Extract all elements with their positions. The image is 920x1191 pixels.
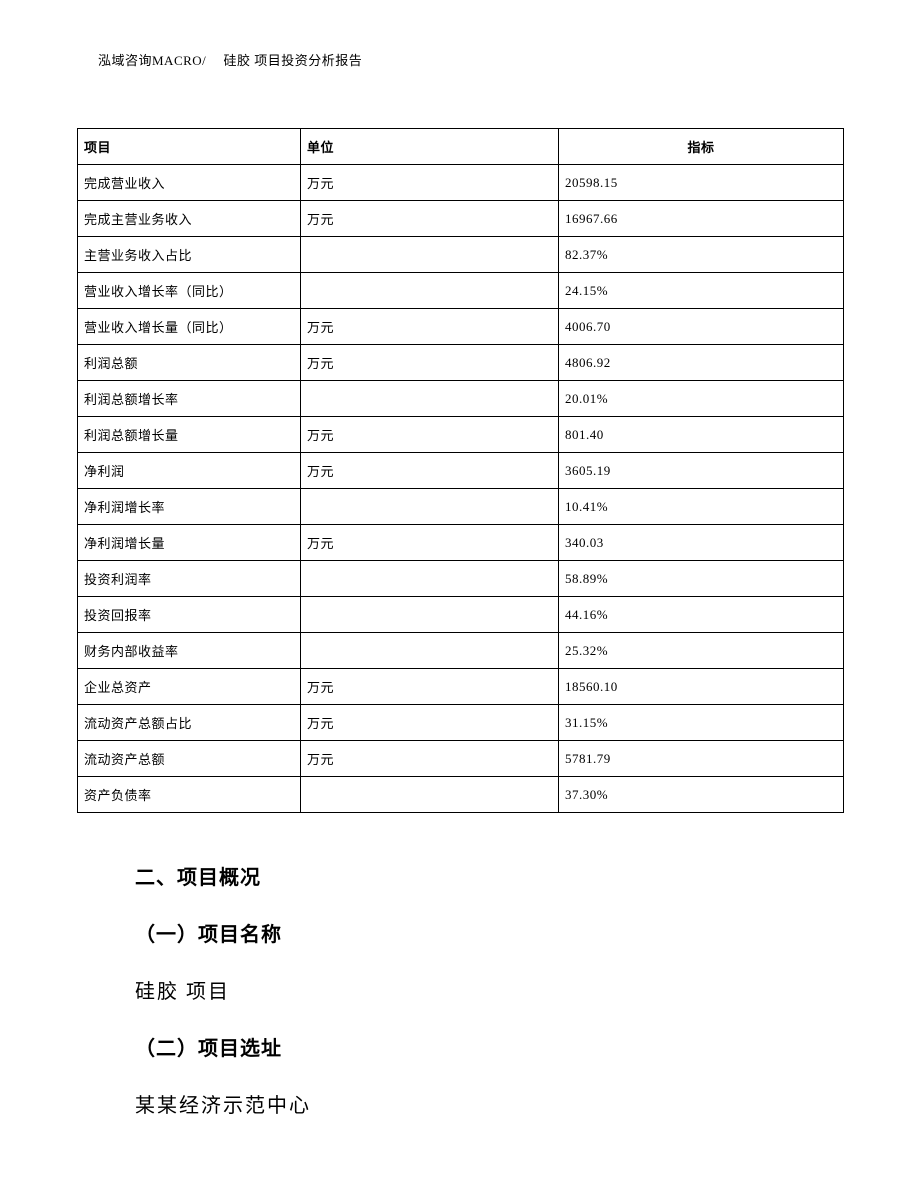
table-row: 净利润增长率 10.41% [78, 489, 844, 525]
cell-name: 资产负债率 [78, 777, 301, 813]
cell-value: 801.40 [559, 417, 844, 453]
cell-unit [301, 237, 559, 273]
cell-name: 利润总额增长量 [78, 417, 301, 453]
cell-name: 企业总资产 [78, 669, 301, 705]
column-header-project: 项目 [78, 129, 301, 165]
table-row: 利润总额增长率 20.01% [78, 381, 844, 417]
cell-value: 5781.79 [559, 741, 844, 777]
cell-unit [301, 777, 559, 813]
cell-name: 投资利润率 [78, 561, 301, 597]
cell-value: 44.16% [559, 597, 844, 633]
cell-name: 营业收入增长率（同比） [78, 273, 301, 309]
cell-name: 流动资产总额 [78, 741, 301, 777]
column-header-indicator: 指标 [559, 129, 844, 165]
cell-value: 3605.19 [559, 453, 844, 489]
cell-name: 净利润 [78, 453, 301, 489]
cell-value: 58.89% [559, 561, 844, 597]
cell-value: 16967.66 [559, 201, 844, 237]
cell-name: 完成营业收入 [78, 165, 301, 201]
cell-value: 82.37% [559, 237, 844, 273]
cell-name: 流动资产总额占比 [78, 705, 301, 741]
cell-name: 财务内部收益率 [78, 633, 301, 669]
cell-name: 净利润增长量 [78, 525, 301, 561]
table-row: 利润总额增长量 万元 801.40 [78, 417, 844, 453]
table-row: 企业总资产 万元 18560.10 [78, 669, 844, 705]
cell-name: 主营业务收入占比 [78, 237, 301, 273]
cell-name: 完成主营业务收入 [78, 201, 301, 237]
cell-unit: 万元 [301, 345, 559, 381]
cell-value: 4006.70 [559, 309, 844, 345]
cell-unit [301, 561, 559, 597]
table-row: 完成营业收入 万元 20598.15 [78, 165, 844, 201]
table-row: 营业收入增长率（同比） 24.15% [78, 273, 844, 309]
header-text: 泓域咨询MACRO/ 硅胶 项目投资分析报告 [98, 53, 362, 68]
cell-value: 24.15% [559, 273, 844, 309]
text-project-name: 硅胶 项目 [135, 975, 843, 1004]
cell-unit: 万元 [301, 705, 559, 741]
cell-unit: 万元 [301, 525, 559, 561]
cell-value: 37.30% [559, 777, 844, 813]
sub-heading-project-location: （二）项目选址 [135, 1032, 843, 1061]
cell-value: 25.32% [559, 633, 844, 669]
cell-unit: 万元 [301, 453, 559, 489]
column-header-unit: 单位 [301, 129, 559, 165]
cell-name: 净利润增长率 [78, 489, 301, 525]
data-table: 项目 单位 指标 完成营业收入 万元 20598.15 完成主营业务收入 万元 … [77, 128, 844, 813]
table-row: 营业收入增长量（同比） 万元 4006.70 [78, 309, 844, 345]
section-heading-overview: 二、项目概况 [135, 861, 843, 890]
text-project-location: 某某经济示范中心 [135, 1089, 843, 1118]
cell-unit [301, 381, 559, 417]
cell-unit [301, 489, 559, 525]
table-row: 财务内部收益率 25.32% [78, 633, 844, 669]
cell-value: 340.03 [559, 525, 844, 561]
cell-value: 10.41% [559, 489, 844, 525]
cell-value: 4806.92 [559, 345, 844, 381]
cell-value: 20.01% [559, 381, 844, 417]
cell-name: 利润总额 [78, 345, 301, 381]
content-area: 项目 单位 指标 完成营业收入 万元 20598.15 完成主营业务收入 万元 … [77, 128, 843, 1118]
table-row: 流动资产总额占比 万元 31.15% [78, 705, 844, 741]
cell-unit [301, 633, 559, 669]
cell-unit: 万元 [301, 741, 559, 777]
table-row: 投资回报率 44.16% [78, 597, 844, 633]
table-row: 资产负债率 37.30% [78, 777, 844, 813]
table-row: 主营业务收入占比 82.37% [78, 237, 844, 273]
cell-name: 营业收入增长量（同比） [78, 309, 301, 345]
cell-unit: 万元 [301, 165, 559, 201]
table-row: 利润总额 万元 4806.92 [78, 345, 844, 381]
cell-unit [301, 597, 559, 633]
table-header-row: 项目 单位 指标 [78, 129, 844, 165]
sub-heading-project-name: （一）项目名称 [135, 918, 843, 947]
cell-value: 31.15% [559, 705, 844, 741]
cell-name: 利润总额增长率 [78, 381, 301, 417]
page-header: 泓域咨询MACRO/ 硅胶 项目投资分析报告 [98, 50, 362, 69]
table-row: 净利润增长量 万元 340.03 [78, 525, 844, 561]
cell-unit: 万元 [301, 417, 559, 453]
table-row: 净利润 万元 3605.19 [78, 453, 844, 489]
cell-value: 18560.10 [559, 669, 844, 705]
cell-name: 投资回报率 [78, 597, 301, 633]
table-row: 完成主营业务收入 万元 16967.66 [78, 201, 844, 237]
table-row: 投资利润率 58.89% [78, 561, 844, 597]
cell-unit: 万元 [301, 669, 559, 705]
cell-unit [301, 273, 559, 309]
cell-unit: 万元 [301, 201, 559, 237]
cell-unit: 万元 [301, 309, 559, 345]
cell-value: 20598.15 [559, 165, 844, 201]
table-row: 流动资产总额 万元 5781.79 [78, 741, 844, 777]
